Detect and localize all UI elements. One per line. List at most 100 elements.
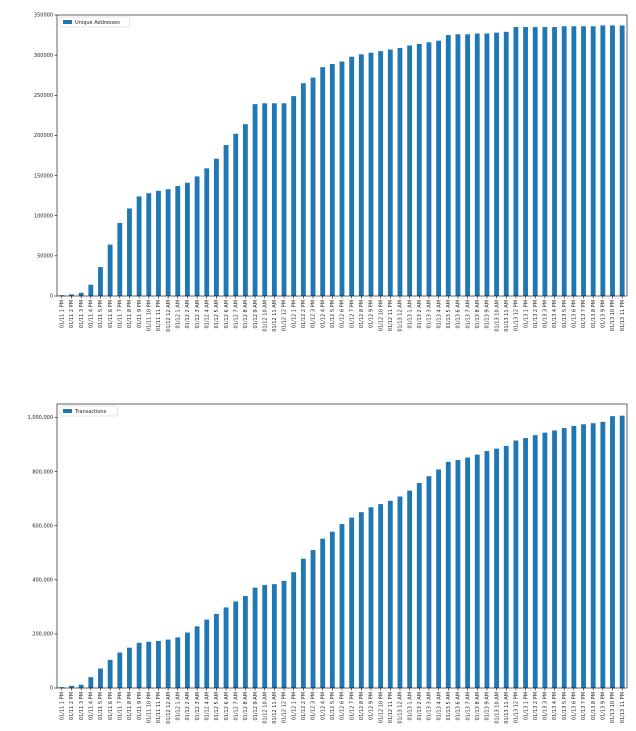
bar — [242, 124, 248, 296]
x-tick-label: 01/13 10 PM — [610, 692, 616, 723]
x-tick-label: 01/12 7 PM — [349, 300, 355, 328]
x-tick-label: 01/11 11 PM — [156, 300, 162, 331]
x-tick-label: 01/12 8 PM — [359, 692, 365, 720]
bar — [185, 182, 190, 296]
legend-label: Unique Addresses — [75, 20, 120, 26]
x-tick-label: 01/13 7 PM — [581, 692, 587, 720]
x-tick-label: 01/12 4 AM — [204, 300, 210, 329]
bar — [416, 43, 422, 297]
x-tick-label: 01/13 6 PM — [572, 692, 578, 720]
bar — [523, 438, 528, 688]
bar — [474, 454, 480, 688]
bar — [407, 490, 413, 688]
x-tick-label: 01/12 10 AM — [262, 692, 268, 724]
bar — [242, 596, 248, 688]
bar — [465, 457, 471, 688]
y-tick-label: 1,000,000 — [28, 415, 53, 421]
bar — [146, 193, 152, 296]
legend-label: Transactions — [74, 409, 107, 415]
bar — [561, 26, 567, 297]
x-tick-label: 01/13 3 AM — [427, 300, 433, 329]
x-tick-label: 01/12 2 PM — [301, 300, 307, 328]
bar — [88, 677, 94, 688]
x-tick-label: 01/12 12 PM — [282, 300, 288, 331]
x-tick-label: 01/13 3 PM — [543, 300, 549, 328]
x-tick-label: 01/12 8 PM — [359, 300, 365, 328]
bar — [107, 244, 113, 296]
bar — [78, 684, 84, 688]
x-tick-label: 01/12 6 AM — [224, 692, 230, 721]
x-tick-label: 01/13 8 PM — [591, 300, 597, 328]
bar — [98, 668, 103, 688]
x-tick-label: 01/13 5 AM — [446, 300, 452, 329]
bar — [339, 61, 345, 296]
bar — [262, 103, 268, 296]
y-tick-label: 0 — [50, 294, 53, 300]
x-tick-label: 01/13 1 AM — [407, 300, 413, 329]
x-tick-label: 01/11 7 PM — [118, 692, 124, 720]
bar — [300, 83, 306, 297]
x-tick-label: 01/13 5 PM — [562, 300, 568, 328]
x-tick-label: 01/12 3 AM — [195, 692, 201, 721]
x-tick-label: 01/12 2 AM — [185, 692, 191, 721]
y-tick-label: 400,000 — [32, 578, 53, 584]
x-tick-label: 01/13 9 AM — [485, 300, 491, 329]
x-tick-label: 01/11 7 PM — [118, 300, 124, 328]
x-tick-label: 01/12 1 PM — [291, 300, 297, 328]
y-tick-label: 800,000 — [32, 469, 53, 475]
bar — [204, 619, 210, 688]
x-tick-label: 01/12 3 PM — [311, 692, 317, 720]
bar — [571, 26, 577, 297]
x-tick-label: 01/11 3 PM — [79, 300, 85, 328]
x-tick-label: 01/12 5 AM — [214, 692, 220, 721]
x-tick-label: 01/12 11 AM — [272, 300, 278, 332]
bar — [127, 208, 132, 296]
bar — [185, 632, 190, 688]
bar — [329, 531, 335, 688]
x-tick-label: 01/12 5 PM — [330, 300, 336, 328]
y-tick-label: 100000 — [34, 213, 53, 219]
bar — [329, 63, 335, 296]
bar — [223, 145, 229, 296]
x-tick-label: 01/13 12 PM — [514, 300, 520, 331]
x-tick-label: 01/13 3 AM — [427, 692, 433, 721]
bar — [78, 292, 84, 296]
bar — [407, 45, 413, 297]
bar — [503, 31, 509, 297]
x-tick-label: 01/12 1 AM — [175, 300, 181, 329]
y-tick-label: 600,000 — [32, 523, 53, 529]
bar — [117, 652, 123, 688]
y-tick-label: 50000 — [37, 254, 53, 260]
bar — [165, 189, 171, 296]
bar — [69, 294, 74, 296]
x-tick-label: 01/13 11 AM — [504, 692, 510, 724]
x-tick-label: 01/11 11 PM — [156, 692, 162, 723]
bar — [127, 647, 132, 688]
x-tick-label: 01/11 6 PM — [108, 692, 114, 720]
bar — [387, 49, 393, 296]
x-tick-label: 01/11 2 PM — [69, 300, 75, 328]
x-tick-label: 01/12 10 PM — [378, 300, 384, 331]
x-tick-label: 01/13 4 AM — [436, 692, 442, 721]
bar — [271, 103, 277, 296]
x-tick-label: 01/13 9 AM — [485, 692, 491, 721]
bar — [387, 500, 393, 688]
x-tick-label: 01/11 9 PM — [137, 300, 143, 328]
x-tick-label: 01/12 4 PM — [320, 692, 326, 720]
bar — [542, 27, 548, 296]
bar — [156, 640, 161, 688]
x-tick-label: 01/12 5 AM — [214, 300, 220, 329]
bar — [300, 558, 306, 688]
x-tick-label: 01/12 5 PM — [330, 692, 336, 720]
x-tick-label: 01/11 1 PM — [60, 300, 66, 328]
x-tick-label: 01/12 2 PM — [301, 692, 307, 720]
x-tick-label: 01/12 4 PM — [320, 300, 326, 328]
bar — [532, 435, 538, 688]
bar — [378, 51, 384, 296]
bar — [69, 685, 74, 688]
bar — [233, 133, 239, 296]
bar — [445, 461, 451, 688]
x-tick-label: 01/13 12 AM — [398, 300, 404, 332]
bar — [117, 222, 123, 296]
bar — [146, 641, 152, 688]
